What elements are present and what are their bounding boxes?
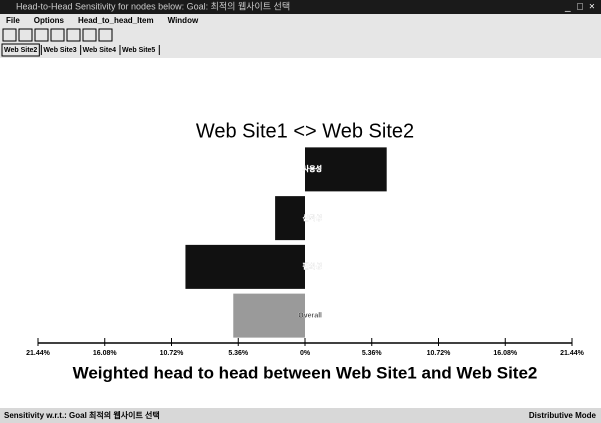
x-tick-label: 21.44%: [560, 350, 585, 357]
tab[interactable]: Web Site5: [122, 47, 155, 54]
bar: [233, 294, 305, 338]
category-label: 편의성: [303, 262, 322, 271]
status-mode: Distributive Mode: [529, 411, 597, 420]
menu-item[interactable]: Head_to_head_Item: [78, 16, 154, 25]
app-window: Head-to-Head Sensitivity for nodes below…: [0, 0, 601, 423]
chart-title: Web Site1 <> Web Site2: [196, 120, 414, 142]
x-tick-label: 16.08%: [93, 350, 118, 357]
bar: [185, 245, 305, 289]
window-title: Head-to-Head Sensitivity for nodes below…: [16, 0, 290, 11]
x-tick-label: 10.72%: [160, 350, 185, 357]
tab[interactable]: Web Site4: [83, 47, 116, 54]
minimize-button[interactable]: _: [564, 2, 571, 13]
x-tick-label: 0%: [300, 350, 311, 357]
x-tick-label: 21.44%: [26, 350, 51, 357]
menu-item[interactable]: Options: [34, 16, 65, 25]
status-text: Sensitivity w.r.t.: Goal 최적의 웹사이트 선택: [4, 410, 160, 420]
x-tick-label: 16.08%: [493, 350, 518, 357]
menu-bar: File Options Head_to_head_Item Window: [6, 16, 199, 25]
category-label: Overall: [298, 312, 322, 319]
close-button[interactable]: ×: [589, 2, 595, 13]
category-label: 신뢰성: [303, 213, 322, 222]
x-axis-title: Weighted head to head between Web Site1 …: [73, 363, 538, 382]
menu-item[interactable]: File: [6, 16, 20, 25]
maximize-button[interactable]: □: [577, 2, 583, 13]
x-tick-label: 10.72%: [427, 350, 452, 357]
bar: [275, 196, 305, 240]
menu-item[interactable]: Window: [168, 16, 199, 25]
screen: Head-to-Head Sensitivity for nodes below…: [0, 0, 601, 423]
category-label: 사용성: [303, 164, 322, 173]
x-tick-label: 5.36%: [362, 350, 383, 357]
tab[interactable]: Web Site3: [43, 47, 76, 54]
x-tick-label: 5.36%: [228, 350, 249, 357]
tab[interactable]: Web Site2: [4, 47, 37, 54]
